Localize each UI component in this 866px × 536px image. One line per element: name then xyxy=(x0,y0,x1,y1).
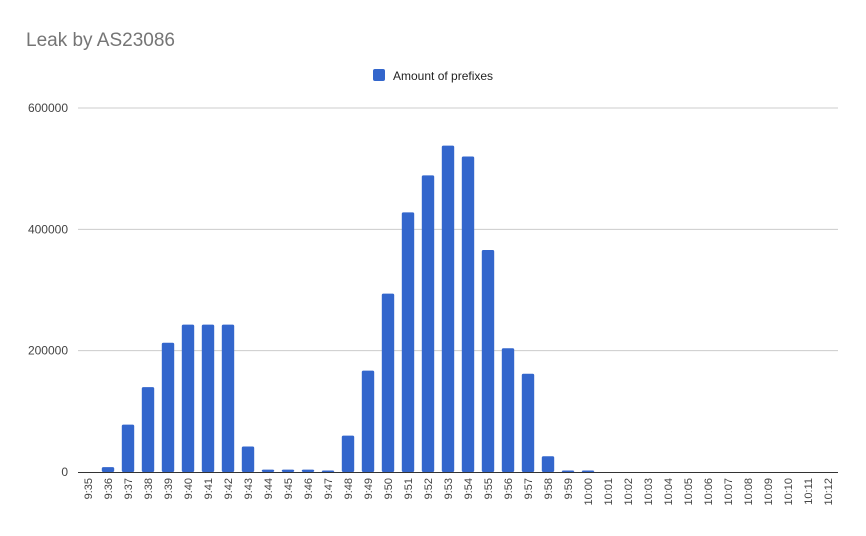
x-tick-label: 9:47 xyxy=(323,478,335,499)
bar[interactable] xyxy=(241,446,255,472)
bar[interactable] xyxy=(541,456,555,472)
x-tick-label: 9:42 xyxy=(223,478,235,499)
x-tick-label: 9:43 xyxy=(243,478,255,499)
bar[interactable] xyxy=(421,175,435,472)
bar[interactable] xyxy=(321,470,335,473)
x-tick-label: 9:59 xyxy=(563,478,575,499)
gridlines xyxy=(78,107,838,352)
legend-label: Amount of prefixes xyxy=(393,69,493,83)
x-tick-label: 9:35 xyxy=(83,478,95,499)
bar[interactable] xyxy=(181,324,195,472)
x-tick-label: 10:12 xyxy=(823,478,835,506)
legend-swatch xyxy=(373,69,385,81)
bar[interactable] xyxy=(121,424,135,472)
x-tick-label: 9:48 xyxy=(343,478,355,499)
chart-title: Leak by AS23086 xyxy=(26,30,175,51)
x-tick-label: 9:57 xyxy=(523,478,535,499)
x-tick-label: 9:51 xyxy=(403,478,415,499)
x-tick-label: 10:09 xyxy=(763,478,775,506)
bar[interactable] xyxy=(401,212,415,472)
y-tick-label: 200000 xyxy=(28,344,68,358)
x-tick-label: 10:10 xyxy=(783,478,795,506)
x-tick-label: 9:40 xyxy=(183,478,195,499)
bar[interactable] xyxy=(101,467,115,472)
x-tick-label: 9:55 xyxy=(483,478,495,499)
x-tick-label: 9:36 xyxy=(103,478,115,499)
x-tick-label: 10:11 xyxy=(803,478,815,505)
bar[interactable] xyxy=(561,470,575,473)
bars xyxy=(101,145,595,473)
bar[interactable] xyxy=(521,373,535,472)
x-tick-label: 9:45 xyxy=(283,478,295,499)
y-tick-label: 0 xyxy=(61,465,68,479)
x-tick-label: 10:04 xyxy=(663,478,675,506)
x-tick-label: 9:53 xyxy=(443,478,455,499)
bar[interactable] xyxy=(361,370,375,472)
x-tick-label: 9:39 xyxy=(163,478,175,499)
x-tick-label: 10:01 xyxy=(603,478,615,506)
x-tick-label: 9:56 xyxy=(503,478,515,499)
legend[interactable]: Amount of prefixes xyxy=(373,69,493,83)
x-tick-label: 9:50 xyxy=(383,478,395,499)
x-tick-label: 10:02 xyxy=(623,478,635,506)
y-tick-label: 400000 xyxy=(28,222,68,236)
bar[interactable] xyxy=(581,470,595,473)
bar[interactable] xyxy=(341,435,355,472)
bar[interactable] xyxy=(501,348,515,472)
y-tick-label: 600000 xyxy=(28,101,68,115)
x-tick-label: 9:52 xyxy=(423,478,435,499)
bar[interactable] xyxy=(141,387,155,472)
x-tick-label: 9:41 xyxy=(203,478,215,499)
x-tick-label: 10:00 xyxy=(583,478,595,506)
bar[interactable] xyxy=(481,249,495,472)
x-tick-label: 10:08 xyxy=(743,478,755,506)
x-tick-label: 9:38 xyxy=(143,478,155,499)
x-tick-label: 10:07 xyxy=(723,478,735,506)
bar[interactable] xyxy=(301,469,315,472)
x-tick-label: 9:58 xyxy=(543,478,555,499)
bar[interactable] xyxy=(261,469,275,472)
x-tick-label: 9:44 xyxy=(263,478,275,499)
bar[interactable] xyxy=(381,293,395,472)
x-tick-label: 10:03 xyxy=(643,478,655,506)
x-tick-label: 10:06 xyxy=(703,478,715,506)
y-axis: 0 200000 400000 600000 xyxy=(28,101,68,479)
x-tick-label: 9:49 xyxy=(363,478,375,499)
bar[interactable] xyxy=(221,324,235,472)
bar[interactable] xyxy=(281,469,295,472)
x-tick-label: 9:46 xyxy=(303,478,315,499)
x-tick-label: 9:54 xyxy=(463,478,475,499)
x-axis: 9:35 9:36 9:37 9:38 9:39 9:40 9:41 9:42 9:43 9:44… xyxy=(83,478,835,506)
x-tick-label: 9:37 xyxy=(123,478,135,499)
bar[interactable] xyxy=(461,156,475,473)
bar[interactable] xyxy=(161,342,175,472)
bar[interactable] xyxy=(441,145,455,472)
bar[interactable] xyxy=(201,324,215,472)
x-tick-label: 10:05 xyxy=(683,478,695,506)
